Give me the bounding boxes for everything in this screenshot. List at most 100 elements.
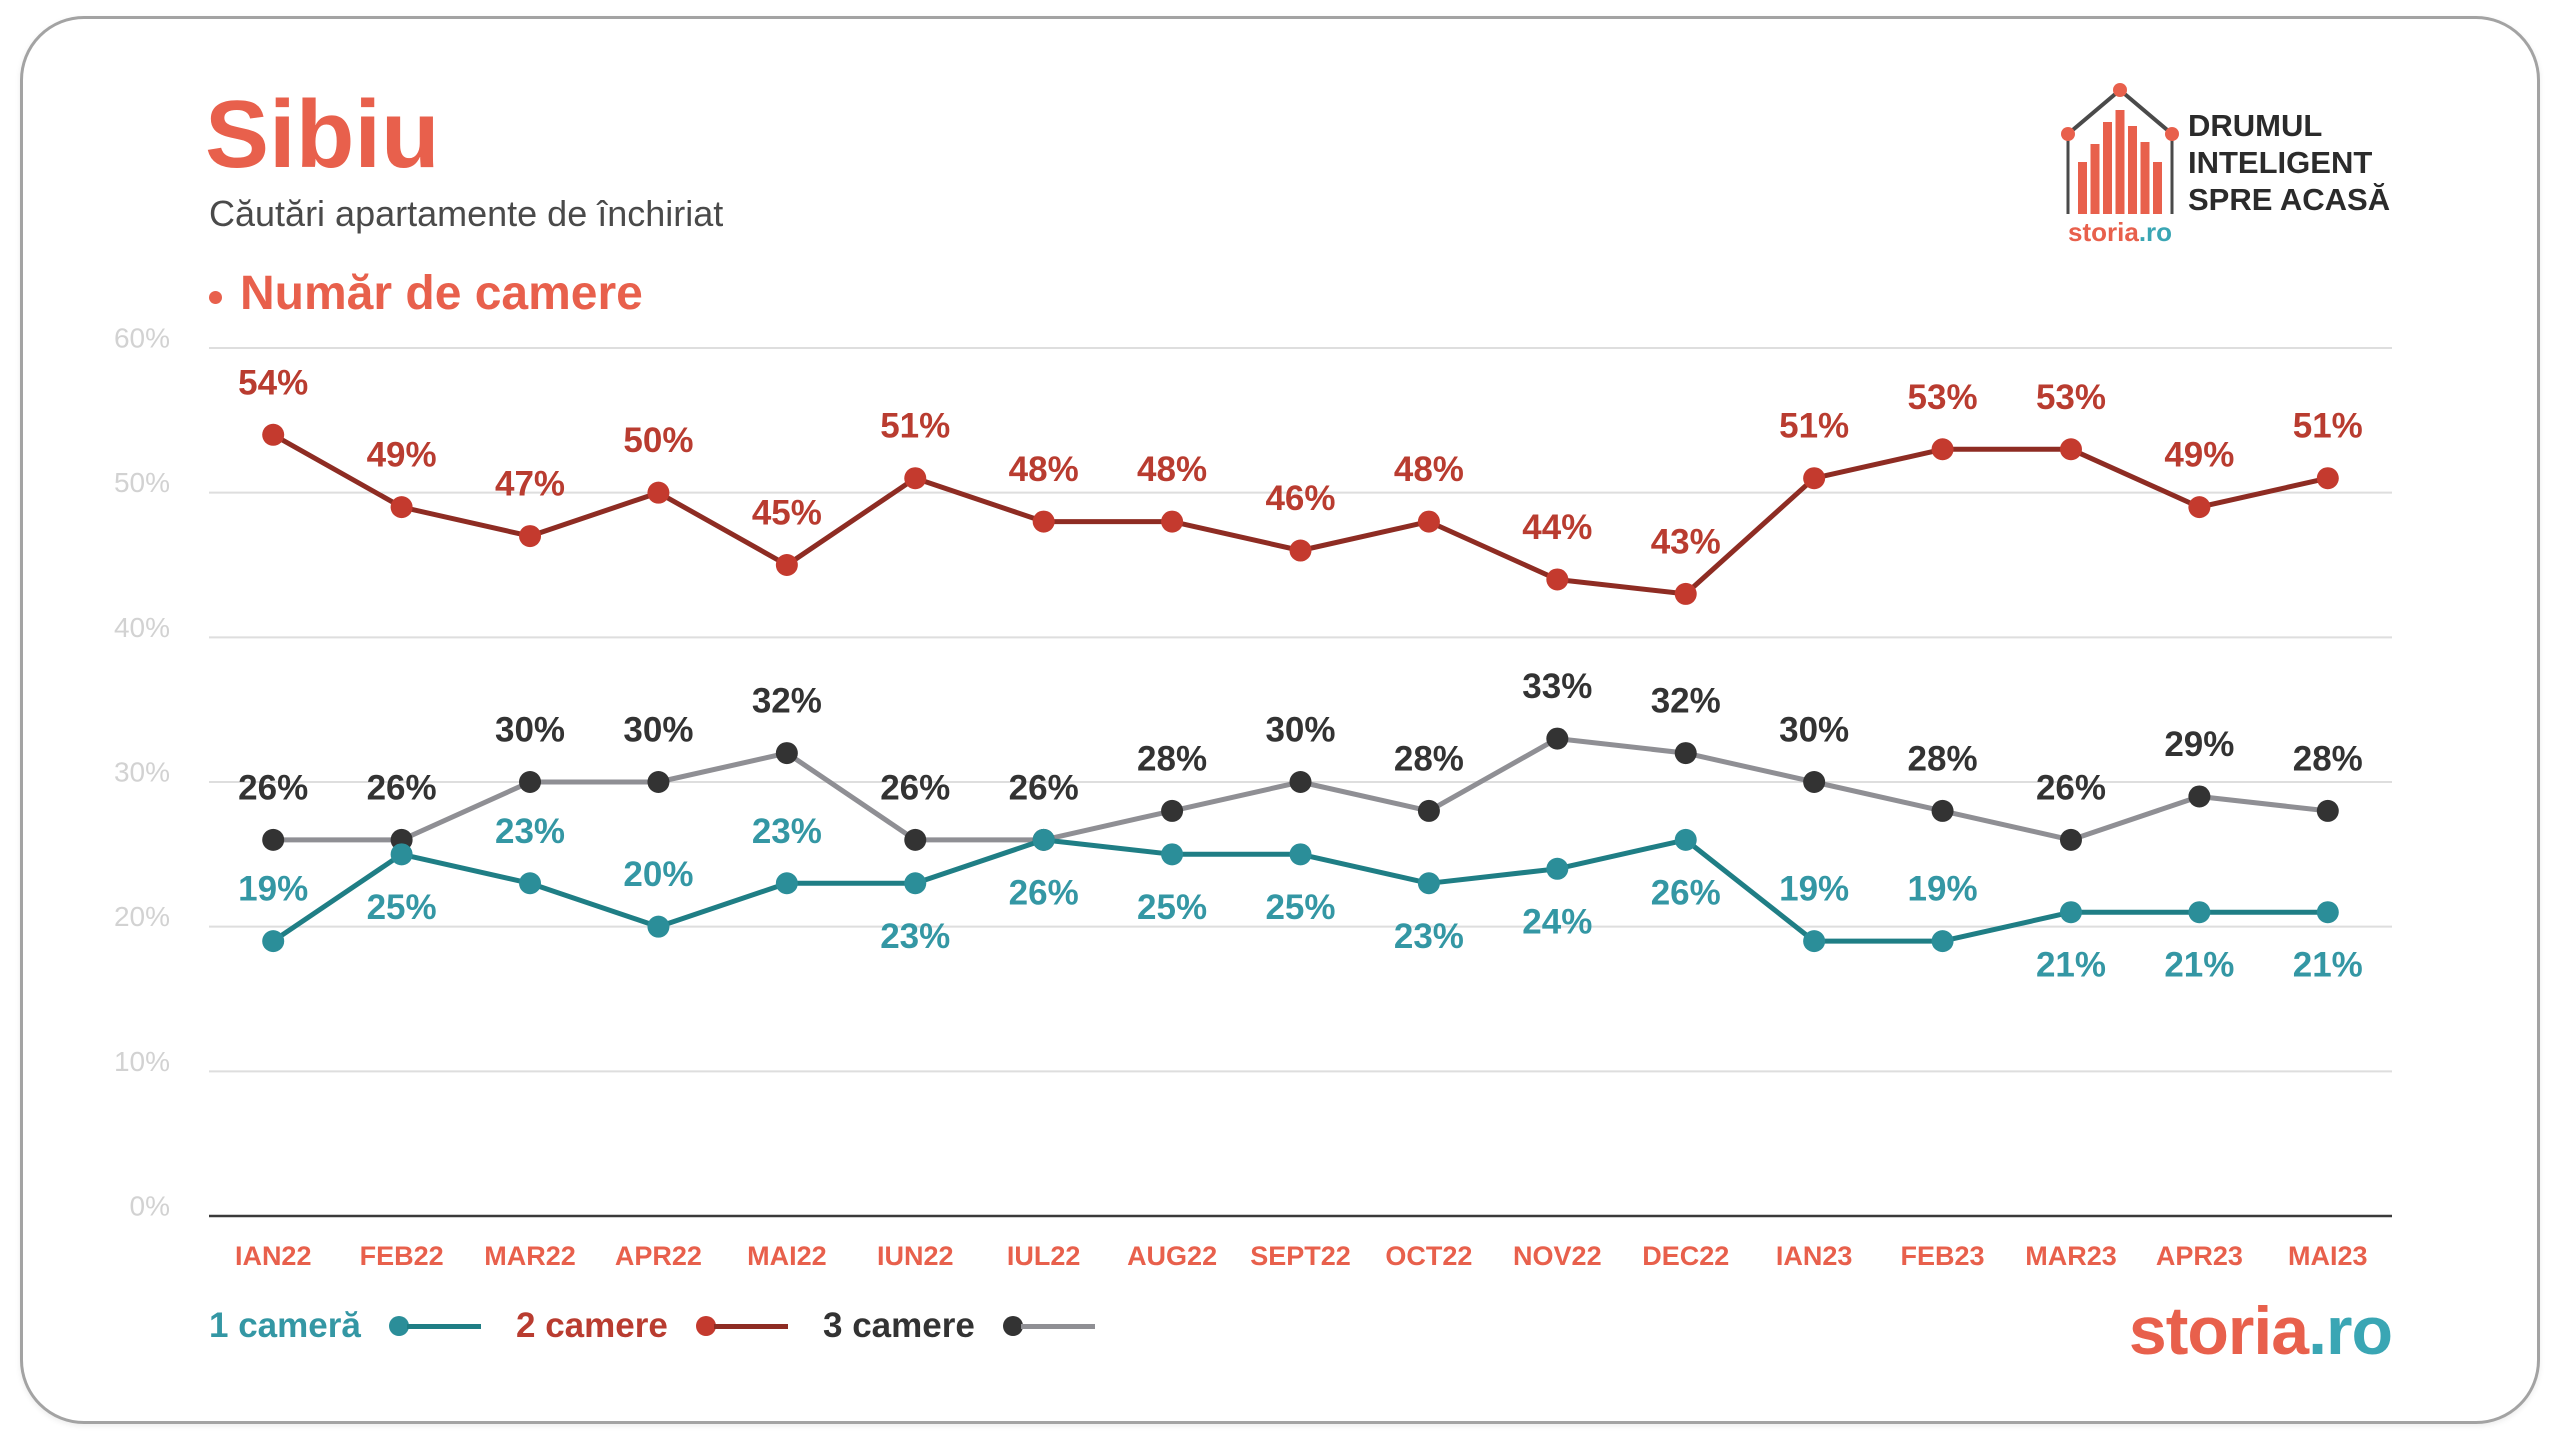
point-3-camere-aug22	[1161, 799, 1184, 822]
legend-line-swatch	[1020, 1323, 1095, 1329]
x-tick-label-apr23: APR23	[2156, 1241, 2243, 1271]
y-tick-label-40: 40%	[114, 612, 170, 643]
data-label-3-camere-mar23: 26%	[2036, 768, 2106, 807]
point-1-camera-mar22	[519, 872, 542, 895]
point-3-camere-mai22	[775, 742, 798, 765]
data-label-1-camera-mar22: 23%	[495, 812, 565, 851]
point-2-camere-oct22	[1417, 510, 1440, 533]
point-3-camere-mai23	[2316, 799, 2339, 822]
point-2-camere-feb23	[1931, 438, 1954, 461]
point-2-camere-mai23	[2316, 467, 2339, 490]
point-3-camere-mar23	[2059, 828, 2082, 851]
point-3-camere-ian22	[262, 828, 285, 851]
data-label-3-camere-iun22: 26%	[880, 768, 950, 807]
point-2-camere-ian23	[1803, 467, 1826, 490]
data-label-1-camera-iun22: 23%	[880, 917, 950, 956]
x-tick-label-ian23: IAN23	[1776, 1241, 1853, 1271]
logo-brand-text: storia.ro	[2068, 219, 2172, 245]
point-2-camere-aug22	[1161, 510, 1184, 533]
point-1-camera-ian22	[262, 930, 285, 953]
point-1-camera-aug22	[1161, 843, 1184, 866]
point-2-camere-apr23	[2188, 496, 2211, 519]
data-label-2-camere-iun22: 51%	[880, 407, 950, 446]
y-tick-label-20: 20%	[114, 901, 170, 932]
data-label-2-camere-oct22: 48%	[1394, 450, 1464, 489]
data-label-3-camere-iul22: 26%	[1009, 768, 1079, 807]
data-label-1-camera-apr23: 21%	[2164, 946, 2234, 985]
data-label-2-camere-ian23: 51%	[1779, 407, 1849, 446]
x-tick-label-ian22: IAN22	[235, 1241, 312, 1271]
data-label-2-camere-iul22: 48%	[1009, 450, 1079, 489]
y-tick-label-30: 30%	[114, 757, 170, 788]
x-tick-label-aug22: AUG22	[1127, 1241, 1217, 1271]
data-label-1-camera-mar23: 21%	[2036, 946, 2106, 985]
point-1-camera-apr22	[647, 915, 670, 938]
data-label-2-camere-mai23: 51%	[2293, 407, 2363, 446]
point-1-camera-feb22	[390, 843, 413, 866]
point-1-camera-feb23	[1931, 930, 1954, 953]
point-2-camere-sept22	[1289, 539, 1312, 562]
point-3-camere-oct22	[1417, 799, 1440, 822]
data-label-1-camera-ian23: 19%	[1779, 870, 1849, 909]
data-label-3-camere-dec22: 32%	[1651, 682, 1721, 721]
point-3-camere-dec22	[1674, 742, 1697, 765]
axis-labels-layer: 0% 10% 20% 30% 40% 50% 60% IAN22 FEB22 MAR22 APR22…	[114, 323, 2368, 1272]
data-label-2-camere-feb23: 53%	[1908, 378, 1978, 417]
legend-marker	[388, 1316, 409, 1336]
legend-marker	[695, 1316, 716, 1336]
legend-marker	[1002, 1316, 1023, 1336]
point-2-camere-feb22	[390, 496, 413, 519]
point-3-camere-ian23	[1803, 771, 1826, 793]
data-label-2-camere-aug22: 48%	[1137, 450, 1207, 489]
point-2-camere-mai22	[775, 554, 798, 576]
point-3-camere-sept22	[1289, 771, 1312, 793]
data-label-2-camere-mai22: 45%	[752, 494, 822, 533]
point-1-camera-oct22	[1417, 872, 1440, 895]
legend-label: 1 cameră	[209, 1306, 361, 1345]
point-3-camere-apr22	[647, 771, 670, 793]
point-1-camera-iun22	[904, 872, 927, 895]
legend-item-2-camere: 2 camere	[516, 1306, 788, 1346]
data-label-1-camera-feb23: 19%	[1908, 870, 1978, 909]
x-tick-label-mar23: MAR23	[2025, 1241, 2117, 1271]
point-1-camera-dec22	[1674, 828, 1697, 851]
chart-card	[20, 16, 2540, 1424]
data-label-2-camere-apr22: 50%	[623, 421, 693, 460]
data-label-2-camere-nov22: 44%	[1522, 508, 1592, 547]
point-3-camere-iun22	[904, 828, 927, 851]
point-2-camere-apr22	[647, 481, 670, 504]
data-label-1-camera-dec22: 26%	[1651, 873, 1721, 912]
legend-item-1-camera: 1 cameră	[209, 1306, 481, 1346]
data-label-3-camere-sept22: 30%	[1265, 711, 1335, 750]
point-1-camera-sept22	[1289, 843, 1312, 866]
legend-label: 2 camere	[516, 1306, 668, 1345]
data-label-1-camera-ian22: 19%	[238, 870, 308, 909]
legend-item-3-camere: 3 camere	[823, 1306, 1095, 1346]
footer-brand-name: storia	[2128, 1293, 2309, 1369]
data-label-3-camere-nov22: 33%	[1522, 667, 1592, 706]
data-label-1-camera-mai22: 23%	[752, 812, 822, 851]
chart-title: Sibiu	[205, 81, 440, 188]
x-tick-label-feb22: FEB22	[360, 1241, 444, 1271]
data-label-3-camere-aug22: 28%	[1137, 739, 1207, 778]
data-label-3-camere-mai22: 32%	[752, 682, 822, 721]
data-label-1-camera-feb22: 25%	[367, 888, 437, 927]
y-tick-label-0: 0%	[130, 1191, 170, 1222]
point-1-camera-mai22	[775, 872, 798, 895]
x-tick-label-mai22: MAI22	[747, 1241, 827, 1271]
x-tick-label-iul22: IUL22	[1007, 1241, 1081, 1271]
data-label-3-camere-mar22: 30%	[495, 711, 565, 750]
x-tick-label-nov22: NOV22	[1513, 1241, 1602, 1271]
data-label-2-camere-sept22: 46%	[1265, 479, 1335, 518]
chart-subtitle: Căutări apartamente de închiriat	[209, 193, 724, 234]
point-2-camere-dec22	[1674, 582, 1697, 605]
point-2-camere-iul22	[1032, 510, 1055, 533]
footer-brand-logo: storia.ro	[2129, 1297, 2393, 1365]
data-label-1-camera-aug22: 25%	[1137, 888, 1207, 927]
y-tick-label-60: 60%	[114, 323, 170, 354]
data-label-2-camere-feb22: 49%	[367, 436, 437, 475]
data-labels-layer: 26% 26% 30% 30% 32% 26% 26% 28% 30% 28% 33% 32% 30% 2…	[238, 363, 2363, 984]
data-label-1-camera-apr22: 20%	[623, 855, 693, 894]
point-1-camera-mai23	[2316, 901, 2339, 924]
